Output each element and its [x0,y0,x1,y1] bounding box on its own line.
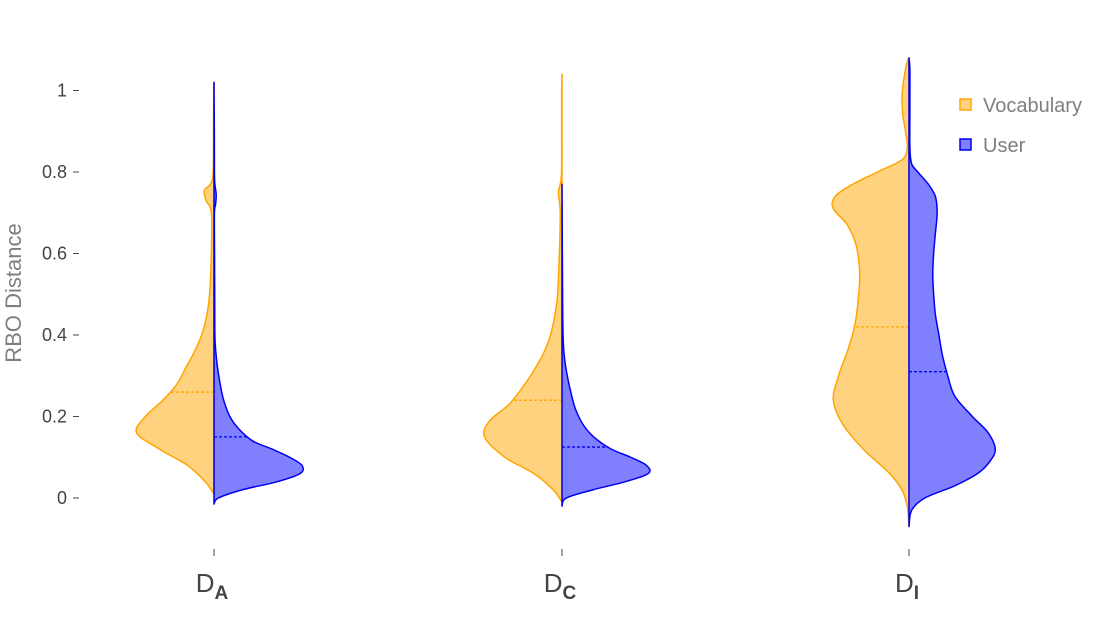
violin-user-2[interactable] [561,183,651,507]
y-tick-label: 0.4 [42,325,67,345]
y-tick-label: 0.6 [42,244,67,264]
y-tick-label: 0 [57,488,67,508]
legend-swatch-user[interactable] [959,138,972,151]
x-tick-label: DI [895,568,919,604]
y-axis: 0 0.2 0.4 0.6 0.8 1 [42,81,79,508]
violin-user-3[interactable] [908,57,996,528]
y-tick-label: 0.8 [42,162,67,182]
legend-label-user[interactable]: User [983,135,1026,157]
violin-vocabulary-2[interactable] [483,73,563,503]
legend[interactable]: Vocabulary User [959,95,1082,157]
violin-vocabulary-3[interactable] [831,57,910,528]
x-tick-label: DA [196,568,229,604]
x-axis: DA DC DI [196,549,919,604]
x-tick-label: DC [544,568,577,604]
y-axis-title: RBO Distance [1,223,26,362]
y-tick-label: 0.2 [42,407,67,427]
legend-swatch-vocabulary[interactable] [959,98,972,111]
violins [135,57,996,528]
legend-label-vocabulary[interactable]: Vocabulary [983,95,1082,117]
violin-vocabulary-1[interactable] [135,81,215,495]
y-tick-label: 1 [57,81,67,101]
violin-user-1[interactable] [213,81,305,505]
